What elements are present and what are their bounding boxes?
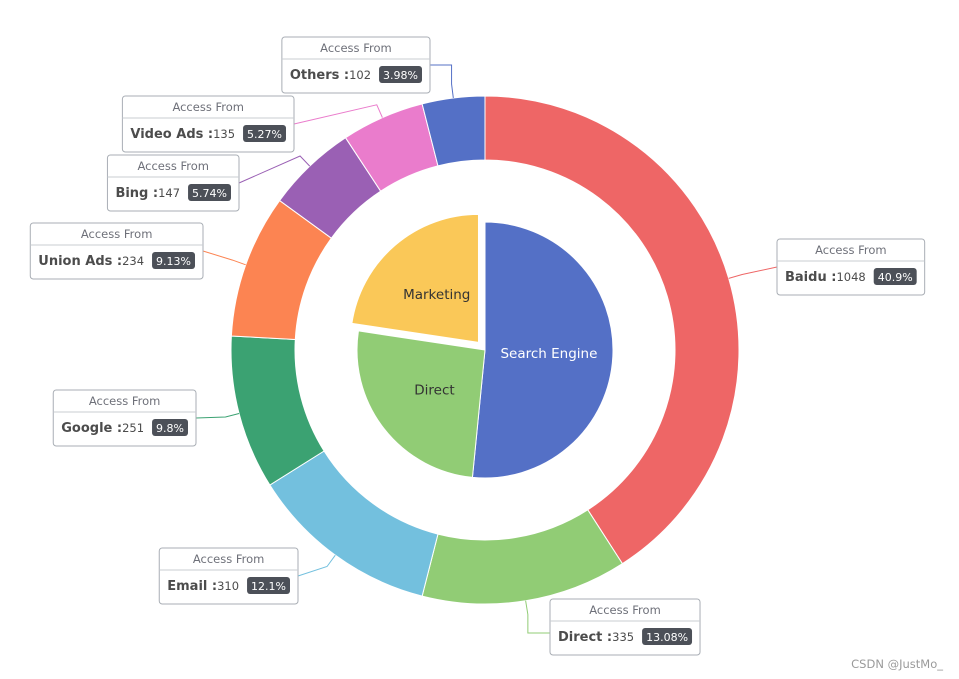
label-percent-badge (152, 419, 188, 436)
label-percent: 13.08% (646, 631, 688, 644)
label-value: 310 (217, 579, 239, 593)
ring-slice-others[interactable] (421, 95, 486, 167)
label-name: Others : (290, 68, 349, 83)
label-box-union-ads: Access From Union Ads : 234 9.13% (29, 222, 204, 280)
label-value: 147 (158, 186, 180, 200)
leader-lines (195, 64, 778, 634)
pie-slice-marketing[interactable] (351, 213, 479, 344)
inner-pie-labels: Search Engine Direct Marketing (403, 287, 597, 398)
label-value: 335 (612, 630, 634, 644)
label-header: Access From (89, 394, 161, 408)
label-header: Access From (589, 603, 661, 617)
label-header: Access From (137, 159, 209, 173)
label-percent: 9.13% (156, 255, 191, 268)
outer-ring (230, 95, 740, 605)
label-header: Access From (172, 100, 244, 114)
label-value: 102 (349, 68, 371, 82)
leader-line-google (195, 412, 240, 419)
label-value: 251 (122, 421, 144, 435)
pie-label-search-engine: Search Engine (500, 346, 597, 362)
label-percent-badge (152, 252, 195, 269)
leader-line-email (297, 554, 336, 577)
label-box-email: Access From Email : 310 12.1% (158, 547, 299, 605)
label-percent: 3.98% (383, 69, 418, 82)
label-percent: 9.8% (156, 422, 184, 435)
label-value: 135 (213, 127, 235, 141)
label-percent-badge (188, 184, 231, 201)
label-name: Baidu : (785, 270, 836, 285)
outer-ring-labels: Access From Baidu : 1048 40.9% Access From D… (29, 36, 926, 656)
label-name: Email : (167, 579, 217, 594)
label-box-bing: Access From Bing : 147 5.74% (106, 154, 240, 212)
label-box-baidu: Access From Baidu : 1048 40.9% (776, 238, 926, 296)
pie-slice-search-engine[interactable] (471, 221, 614, 479)
label-name: Google : (61, 421, 122, 436)
leader-line-video-ads (293, 104, 383, 125)
label-percent: 5.74% (192, 187, 227, 200)
label-name: Union Ads : (38, 254, 122, 269)
label-percent-badge (873, 268, 917, 285)
ring-slice-direct[interactable] (421, 509, 624, 605)
label-percent-badge (379, 66, 422, 83)
pie-label-direct: Direct (414, 382, 454, 398)
pie-label-marketing: Marketing (403, 287, 470, 303)
label-value: 1048 (836, 270, 865, 284)
label-name: Bing : (115, 186, 158, 201)
label-header: Access From (81, 227, 153, 241)
pie-slice-direct[interactable] (356, 330, 486, 478)
leader-line-bing (238, 155, 311, 184)
label-value: 234 (122, 254, 144, 268)
inner-pie (351, 213, 614, 479)
label-box-direct: Access From Direct : 335 13.08% (549, 598, 701, 656)
label-percent-badge (247, 577, 290, 594)
label-box-google: Access From Google : 251 9.8% (52, 389, 197, 447)
label-percent: 5.27% (247, 128, 282, 141)
label-percent: 12.1% (251, 580, 286, 593)
ring-slice-baidu[interactable] (484, 95, 740, 565)
leader-line-direct (525, 600, 550, 634)
label-percent: 40.9% (878, 271, 913, 284)
leader-line-others (430, 64, 454, 99)
label-header: Access From (320, 41, 392, 55)
label-header: Access From (193, 552, 265, 566)
label-percent-badge (243, 125, 286, 142)
label-percent-badge (642, 628, 693, 645)
label-box-others: Access From Others : 102 3.98% (281, 36, 431, 94)
label-name: Direct : (558, 630, 612, 645)
label-box-video-ads: Access From Video Ads : 135 5.27% (121, 95, 295, 153)
watermark: CSDN @JustMo_ (851, 657, 943, 671)
label-name: Video Ads : (130, 127, 213, 142)
leader-line-union-ads (202, 250, 246, 266)
label-header: Access From (815, 243, 887, 257)
leader-line-baidu (728, 266, 778, 279)
